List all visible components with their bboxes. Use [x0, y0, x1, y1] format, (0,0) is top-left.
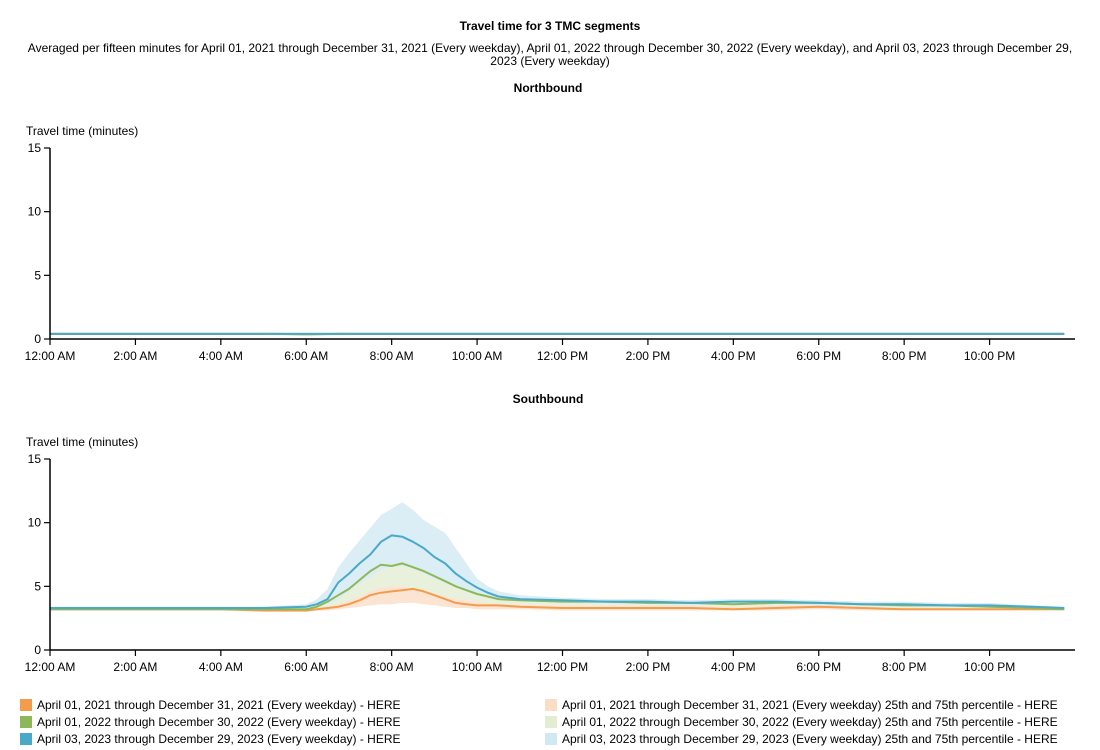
y-tick-label: 0	[34, 332, 41, 346]
x-tick-label: 2:00 AM	[113, 660, 157, 674]
series-line-3	[50, 534, 1065, 609]
legend-swatch	[545, 715, 557, 728]
legend-label: April 01, 2021 through December 31, 2021…	[37, 697, 401, 712]
legend-item[interactable]: April 03, 2023 through December 29, 2023…	[20, 730, 401, 747]
x-tick-label: 10:00 AM	[452, 660, 503, 674]
legend-swatch	[545, 698, 557, 711]
x-tick-label: 4:00 PM	[711, 660, 756, 674]
legend-label: April 03, 2023 through December 29, 2023…	[37, 731, 401, 746]
legend-swatch	[20, 732, 32, 745]
x-tick-label: 2:00 PM	[626, 349, 671, 363]
y-tick-label: 15	[28, 141, 42, 155]
legend-item[interactable]: April 01, 2021 through December 31, 2021…	[20, 696, 401, 713]
legend-swatch	[20, 698, 32, 711]
chart-subtitle: Averaged per fifteen minutes for April 0…	[27, 41, 1073, 68]
x-tick-label: 10:00 PM	[964, 660, 1015, 674]
y-tick-label: 0	[34, 643, 41, 657]
panel-title: Northbound	[514, 81, 583, 95]
x-tick-label: 4:00 PM	[711, 349, 756, 363]
percentile-bands	[50, 502, 1065, 612]
legend-item[interactable]: April 01, 2022 through December 30, 2022…	[545, 713, 1058, 730]
y-tick-label: 10	[28, 516, 42, 530]
x-tick-label: 6:00 AM	[284, 349, 328, 363]
x-tick-label: 12:00 AM	[25, 349, 76, 363]
x-tick-label: 6:00 PM	[796, 660, 841, 674]
x-tick-label: 2:00 PM	[626, 660, 671, 674]
x-tick-label: 12:00 AM	[25, 660, 76, 674]
legend-bands: April 01, 2021 through December 31, 2021…	[545, 696, 1058, 747]
panel-southbound: Southbound Travel time (minutes) 0 5 10 15 12:…	[25, 392, 1075, 674]
y-tick-label: 5	[34, 268, 41, 282]
series-line-1	[50, 587, 1065, 612]
x-tick-label: 6:00 AM	[284, 660, 328, 674]
x-tick-label: 8:00 PM	[882, 349, 927, 363]
legend-label: April 01, 2022 through December 30, 2022…	[37, 714, 401, 729]
y-axis-label: Travel time (minutes)	[26, 435, 138, 449]
legend-swatch	[545, 732, 557, 745]
x-tick-label: 4:00 AM	[199, 349, 243, 363]
legend-label: April 01, 2021 through December 31, 2021…	[562, 697, 1058, 712]
x-tick-label: 6:00 PM	[796, 349, 841, 363]
legend-label: April 03, 2023 through December 29, 2023…	[562, 731, 1058, 746]
legend-series: April 01, 2021 through December 31, 2021…	[20, 696, 401, 747]
y-axis-label: Travel time (minutes)	[26, 124, 138, 138]
legend-item[interactable]: April 01, 2022 through December 30, 2022…	[20, 713, 401, 730]
x-tick-label: 8:00 AM	[370, 349, 414, 363]
y-tick-label: 10	[28, 205, 42, 219]
legend-label: April 01, 2022 through December 30, 2022…	[562, 714, 1058, 729]
x-tick-label: 12:00 PM	[537, 349, 588, 363]
x-tick-label: 2:00 AM	[113, 349, 157, 363]
chart-title: Travel time for 3 TMC segments	[459, 19, 641, 33]
y-tick-label: 5	[34, 579, 41, 593]
legend-swatch	[20, 715, 32, 728]
x-tick-label: 12:00 PM	[537, 660, 588, 674]
y-tick-label: 15	[28, 452, 42, 466]
percentile-band-3	[50, 502, 1065, 610]
x-tick-label: 8:00 PM	[882, 660, 927, 674]
panel-title: Southbound	[513, 392, 584, 406]
x-tick-label: 10:00 AM	[452, 349, 503, 363]
legend-item[interactable]: April 03, 2023 through December 29, 2023…	[545, 730, 1058, 747]
x-tick-label: 8:00 AM	[370, 660, 414, 674]
panel-northbound: Northbound Travel time (minutes) 0 5 10 15 12:…	[25, 81, 1075, 363]
legend-item[interactable]: April 01, 2021 through December 31, 2021…	[545, 696, 1058, 713]
travel-time-charts: Northbound Travel time (minutes) 0 5 10 15 12:…	[25, 81, 1075, 674]
x-tick-label: 10:00 PM	[964, 349, 1015, 363]
x-tick-label: 4:00 AM	[199, 660, 243, 674]
